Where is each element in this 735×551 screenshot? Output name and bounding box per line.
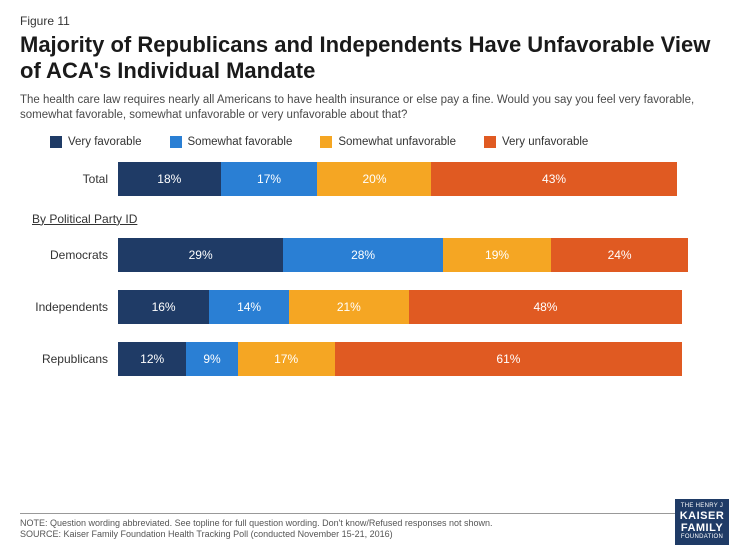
- row-label: Republicans: [26, 352, 118, 366]
- bar-segment: 29%: [118, 238, 283, 272]
- legend-item: Very unfavorable: [484, 136, 588, 148]
- stacked-bar: 18%17%20%43%: [118, 162, 677, 196]
- note-text: NOTE: Question wording abbreviated. See …: [20, 518, 715, 530]
- chart-title: Majority of Republicans and Independents…: [20, 32, 715, 85]
- bar-segment: 28%: [283, 238, 443, 272]
- section-label: By Political Party ID: [32, 212, 715, 226]
- bar-segment: 48%: [409, 290, 683, 324]
- chart-subtitle: The health care law requires nearly all …: [20, 93, 710, 124]
- legend: Very favorable Somewhat favorable Somewhat…: [20, 136, 715, 148]
- bar-row: Democrats29%28%19%24%: [26, 238, 715, 272]
- chart-area: Total18%17%20%43% By Political Party ID …: [20, 162, 715, 376]
- legend-swatch: [484, 136, 496, 148]
- legend-label: Very favorable: [68, 136, 142, 148]
- legend-swatch: [320, 136, 332, 148]
- bar-row: Total18%17%20%43%: [26, 162, 715, 196]
- logo-line3: FAMILY: [675, 522, 729, 534]
- bar-segment: 21%: [289, 290, 409, 324]
- bar-segment: 12%: [118, 342, 186, 376]
- legend-label: Somewhat favorable: [188, 136, 293, 148]
- bar-segment: 24%: [551, 238, 688, 272]
- legend-item: Somewhat favorable: [170, 136, 293, 148]
- legend-item: Somewhat unfavorable: [320, 136, 456, 148]
- bar-segment: 16%: [118, 290, 209, 324]
- logo-line4: FOUNDATION: [675, 534, 729, 541]
- bar-segment: 61%: [335, 342, 683, 376]
- bar-segment: 20%: [317, 162, 431, 196]
- stacked-bar: 12%9%17%61%: [118, 342, 682, 376]
- stacked-bar: 16%14%21%48%: [118, 290, 682, 324]
- logo-line1: THE HENRY J: [675, 503, 729, 510]
- bar-segment: 17%: [238, 342, 335, 376]
- legend-swatch: [170, 136, 182, 148]
- stacked-bar: 29%28%19%24%: [118, 238, 688, 272]
- bar-segment: 9%: [186, 342, 237, 376]
- bar-segment: 18%: [118, 162, 221, 196]
- source-text: SOURCE: Kaiser Family Foundation Health …: [20, 529, 715, 541]
- bar-segment: 19%: [443, 238, 551, 272]
- legend-item: Very favorable: [50, 136, 142, 148]
- figure-number: Figure 11: [20, 14, 715, 28]
- kaiser-logo: THE HENRY J KAISER FAMILY FOUNDATION: [675, 499, 729, 545]
- bar-segment: 17%: [221, 162, 318, 196]
- logo-line2: KAISER: [675, 510, 729, 522]
- bar-segment: 14%: [209, 290, 289, 324]
- legend-label: Somewhat unfavorable: [338, 136, 456, 148]
- bar-row: Independents16%14%21%48%: [26, 290, 715, 324]
- row-label: Independents: [26, 300, 118, 314]
- legend-swatch: [50, 136, 62, 148]
- bar-segment: 43%: [431, 162, 676, 196]
- row-label: Total: [26, 172, 118, 186]
- row-label: Democrats: [26, 248, 118, 262]
- legend-label: Very unfavorable: [502, 136, 588, 148]
- footer: NOTE: Question wording abbreviated. See …: [20, 513, 715, 541]
- bar-row: Republicans12%9%17%61%: [26, 342, 715, 376]
